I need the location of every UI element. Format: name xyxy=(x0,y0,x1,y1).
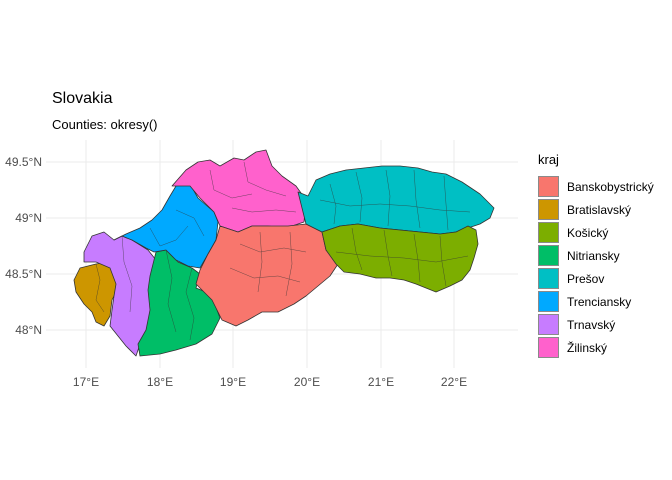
legend-item: Trnavský xyxy=(538,313,654,336)
legend-items: Banskobystrický Bratislavský Košický Nitria… xyxy=(538,175,654,359)
legend: kraj Banskobystrický Bratislavský Košický N… xyxy=(538,152,654,359)
legend-item: Nitriansky xyxy=(538,244,654,267)
y-tick-label: 49.5°N xyxy=(5,155,42,169)
region-zilinsky xyxy=(171,149,307,233)
legend-item: Bratislavský xyxy=(538,198,654,221)
legend-item: Prešov xyxy=(538,267,654,290)
legend-item: Košický xyxy=(538,221,654,244)
legend-label: Nitriansky xyxy=(567,248,620,263)
x-tick-label: 18°E xyxy=(147,375,173,389)
region-banskobystricky xyxy=(195,223,339,327)
legend-label: Trnavský xyxy=(567,317,616,332)
y-tick-label: 49°N xyxy=(15,211,42,225)
legend-swatch xyxy=(538,245,559,266)
legend-label: Banskobystrický xyxy=(567,179,654,194)
legend-label: Košický xyxy=(567,225,609,240)
map-subtitle: Counties: okresy() xyxy=(52,117,158,132)
x-tick-label: 20°E xyxy=(294,375,320,389)
region-trenciansky xyxy=(113,183,219,269)
legend-label: Prešov xyxy=(567,271,605,286)
region-nitriansky xyxy=(137,249,221,357)
legend-label: Trenciansky xyxy=(567,294,632,309)
x-tick-label: 17°E xyxy=(73,375,99,389)
x-tick-label: 21°E xyxy=(368,375,394,389)
legend-swatch xyxy=(538,199,559,220)
legend-item: Banskobystrický xyxy=(538,175,654,198)
legend-swatch xyxy=(538,337,559,358)
legend-label: Žilinský xyxy=(567,340,608,355)
x-tick-label: 19°E xyxy=(220,375,246,389)
y-tick-label: 48°N xyxy=(15,323,42,337)
legend-label: Bratislavský xyxy=(567,202,632,217)
y-tick-label: 48.5°N xyxy=(5,267,42,281)
legend-swatch xyxy=(538,291,559,312)
legend-item: Trenciansky xyxy=(538,290,654,313)
legend-swatch xyxy=(538,268,559,289)
legend-swatch xyxy=(538,314,559,335)
district-borders xyxy=(95,161,471,341)
x-axis-ticks: 17°E 18°E 19°E 20°E 21°E 22°E xyxy=(73,375,467,389)
y-axis-ticks: 49.5°N 49°N 48.5°N 48°N xyxy=(5,155,42,337)
legend-swatch xyxy=(538,176,559,197)
map-title: Slovakia xyxy=(52,90,113,107)
regions xyxy=(73,149,495,357)
region-presov xyxy=(297,165,495,235)
legend-item: Žilinský xyxy=(538,336,654,359)
legend-title: kraj xyxy=(538,152,559,167)
x-tick-label: 22°E xyxy=(441,375,467,389)
legend-swatch xyxy=(538,222,559,243)
